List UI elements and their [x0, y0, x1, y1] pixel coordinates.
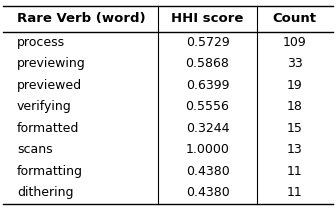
Text: 0.4380: 0.4380 [185, 186, 229, 199]
Text: 0.4380: 0.4380 [185, 165, 229, 178]
Text: HHI score: HHI score [171, 12, 244, 25]
Text: 15: 15 [287, 122, 303, 135]
Text: 11: 11 [287, 165, 303, 178]
Text: 1.0000: 1.0000 [185, 143, 229, 156]
Text: 13: 13 [287, 143, 303, 156]
Text: verifying: verifying [17, 100, 72, 113]
Text: 0.5729: 0.5729 [185, 36, 229, 49]
Text: 33: 33 [287, 57, 303, 70]
Text: scans: scans [17, 143, 52, 156]
Text: previewed: previewed [17, 79, 82, 92]
Text: process: process [17, 36, 65, 49]
Text: 0.5868: 0.5868 [185, 57, 229, 70]
Text: 0.6399: 0.6399 [186, 79, 229, 92]
Text: 18: 18 [287, 100, 303, 113]
Text: 11: 11 [287, 186, 303, 199]
Text: formatting: formatting [17, 165, 83, 178]
Text: 0.3244: 0.3244 [186, 122, 229, 135]
Text: 109: 109 [283, 36, 307, 49]
Text: Rare Verb (word): Rare Verb (word) [17, 12, 145, 25]
Text: 0.5556: 0.5556 [185, 100, 229, 113]
Text: Count: Count [273, 12, 317, 25]
Text: dithering: dithering [17, 186, 73, 199]
Text: previewing: previewing [17, 57, 86, 70]
Text: formatted: formatted [17, 122, 79, 135]
Text: 19: 19 [287, 79, 303, 92]
